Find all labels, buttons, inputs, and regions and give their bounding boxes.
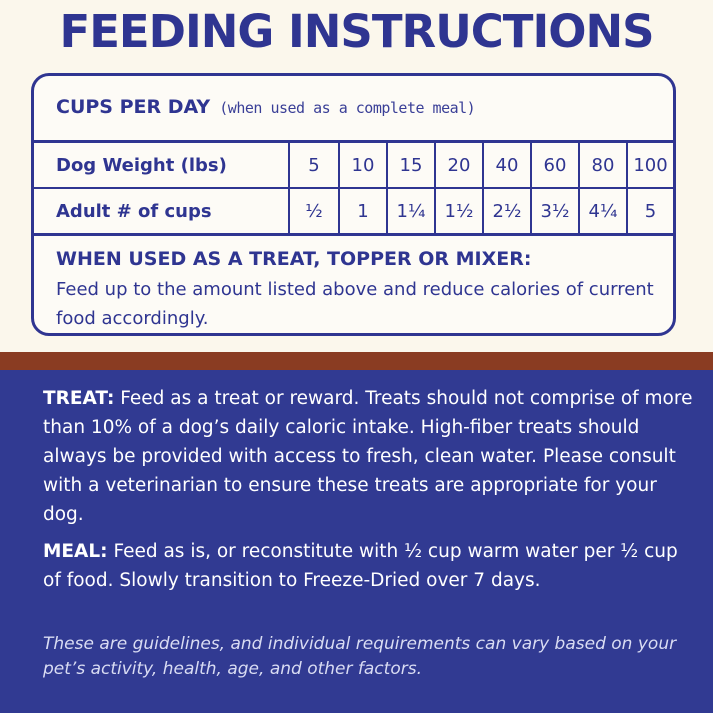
cups-cell: 2½	[482, 187, 532, 236]
cups-row: Adult # of cups ½ 1 1¼ 1½ 2½ 3½ 4¼ 5	[34, 187, 673, 236]
weight-cell: 10	[338, 140, 388, 189]
weight-cell: 15	[386, 140, 436, 189]
weight-cell: 5	[288, 140, 340, 189]
meal-text: Feed as is, or reconstitute with ½ cup w…	[43, 541, 678, 591]
cups-cell: 1	[338, 187, 388, 236]
cups-cell: 4¼	[578, 187, 628, 236]
meal-paragraph: MEAL: Feed as is, or reconstitute with ½…	[43, 537, 693, 595]
bottom-panel: TREAT: Feed as a treat or reward. Treats…	[0, 370, 713, 713]
treat-topper-section: WHEN USED AS A TREAT, TOPPER OR MIXER: F…	[56, 246, 657, 333]
weight-cell: 60	[530, 140, 580, 189]
treat-text: Feed as a treat or reward. Treats should…	[43, 388, 693, 525]
weight-cell: 40	[482, 140, 532, 189]
top-panel: FEEDING INSTRUCTIONS CUPS PER DAY (when …	[0, 0, 713, 352]
treat-topper-text: Feed up to the amount listed above and r…	[56, 279, 654, 329]
cups-cell: 3½	[530, 187, 580, 236]
treat-paragraph: TREAT: Feed as a treat or reward. Treats…	[43, 384, 693, 529]
treat-lead: TREAT:	[43, 388, 115, 409]
cups-cell: 5	[626, 187, 673, 236]
feeding-box: CUPS PER DAY (when used as a complete me…	[31, 73, 676, 336]
weight-cell: 20	[434, 140, 484, 189]
cups-cell: 1½	[434, 187, 484, 236]
cups-row-label: Adult # of cups	[34, 187, 290, 236]
weight-row: Dog Weight (lbs) 5 10 15 20 40 60 80 100	[34, 140, 673, 189]
guidelines-note: These are guidelines, and individual req…	[43, 634, 677, 679]
divider-stripe	[0, 352, 713, 370]
treat-topper-heading: WHEN USED AS A TREAT, TOPPER OR MIXER:	[56, 248, 532, 270]
feeding-table: Dog Weight (lbs) 5 10 15 20 40 60 80 100…	[34, 140, 673, 236]
cups-per-day-label: CUPS PER DAY	[56, 96, 211, 118]
cups-per-day-note: (when used as a complete meal)	[219, 99, 476, 117]
cups-cell: ½	[288, 187, 340, 236]
cups-per-day-header: CUPS PER DAY (when used as a complete me…	[56, 96, 476, 118]
weight-cell: 100	[626, 140, 673, 189]
weight-cell: 80	[578, 140, 628, 189]
cups-cell: 1¼	[386, 187, 436, 236]
weight-row-label: Dog Weight (lbs)	[34, 140, 290, 189]
page-title: FEEDING INSTRUCTIONS	[59, 5, 654, 58]
meal-lead: MEAL:	[43, 541, 108, 562]
